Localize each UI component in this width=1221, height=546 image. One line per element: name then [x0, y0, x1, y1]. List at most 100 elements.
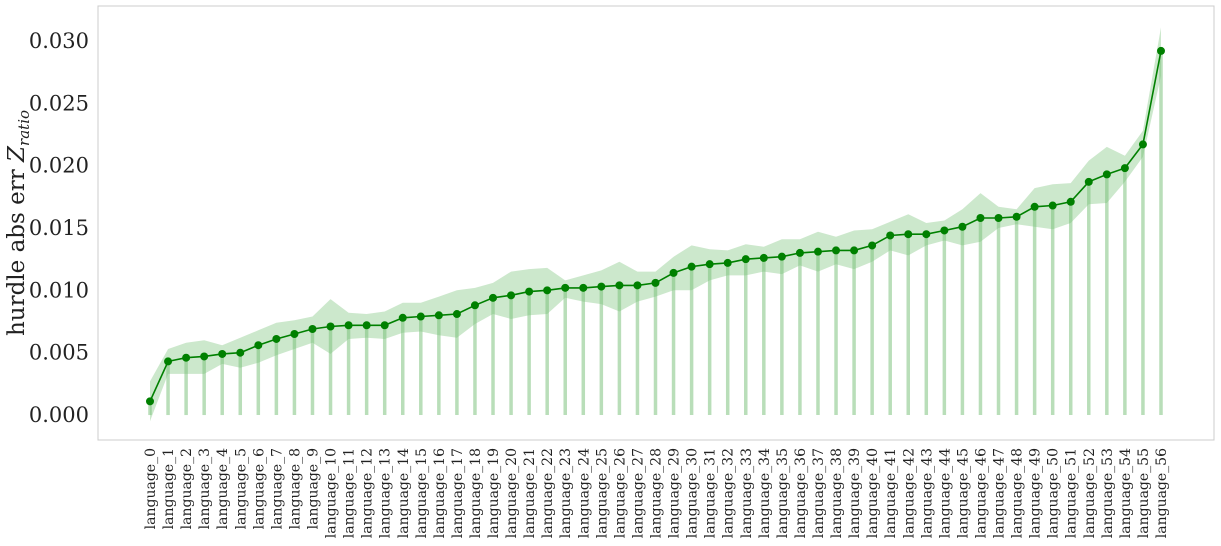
- x-tick-label-14: language_14: [396, 448, 412, 538]
- x-tick-label-16: language_16: [432, 448, 448, 538]
- x-tick-label-11: language_11: [342, 448, 358, 538]
- data-point-28: [651, 278, 660, 287]
- data-point-3: [200, 352, 209, 361]
- x-tick-label-48: language_48: [1010, 448, 1026, 538]
- x-tick-label-26: language_26: [612, 448, 628, 538]
- x-tick-label-6: language_6: [251, 448, 267, 529]
- data-point-4: [218, 349, 227, 358]
- x-tick-label-42: language_42: [901, 448, 917, 538]
- x-tick-label-20: language_20: [504, 448, 520, 538]
- x-tick-label-47: language_47: [992, 448, 1008, 538]
- x-tick-label-34: language_34: [757, 448, 773, 538]
- x-tick-label-4: language_4: [215, 448, 231, 529]
- x-tick-label-51: language_51: [1064, 448, 1080, 538]
- y-tick-label-4: 0.020: [29, 154, 89, 178]
- data-point-5: [236, 348, 245, 357]
- data-point-24: [579, 283, 588, 292]
- data-point-16: [434, 311, 443, 320]
- data-point-39: [850, 246, 859, 255]
- x-tick-label-9: language_9: [305, 448, 321, 529]
- data-point-19: [489, 293, 498, 302]
- data-point-44: [940, 226, 949, 235]
- data-point-56: [1157, 46, 1165, 55]
- data-point-35: [777, 252, 786, 261]
- x-tick-label-29: language_29: [667, 448, 683, 538]
- x-tick-label-8: language_8: [287, 448, 303, 529]
- x-tick-label-0: language_0: [143, 448, 159, 529]
- data-point-31: [705, 260, 714, 269]
- y-axis-label: hurdle abs err Zratio: [4, 110, 33, 336]
- confidence-band: [150, 27, 1161, 422]
- x-tick-label-56: language_56: [1154, 448, 1170, 538]
- data-point-33: [741, 255, 750, 264]
- y-tick-label-2: 0.010: [29, 278, 89, 302]
- data-point-7: [272, 334, 281, 343]
- data-point-15: [416, 312, 425, 321]
- data-point-2: [182, 353, 191, 362]
- data-point-52: [1084, 177, 1093, 186]
- x-tick-label-5: language_5: [233, 448, 249, 529]
- x-tick-label-31: language_31: [703, 448, 719, 538]
- data-point-45: [958, 222, 967, 231]
- x-tick-label-13: language_13: [378, 448, 394, 538]
- x-tick-label-52: language_52: [1082, 448, 1098, 538]
- x-tick-label-7: language_7: [269, 448, 285, 529]
- y-tick-label-6: 0.030: [29, 29, 89, 53]
- data-point-11: [344, 321, 353, 330]
- x-tick-label-25: language_25: [594, 448, 610, 538]
- x-tick-label-21: language_21: [522, 448, 538, 538]
- data-point-47: [994, 214, 1003, 223]
- data-point-46: [976, 214, 985, 223]
- data-point-10: [326, 322, 335, 331]
- x-tick-label-46: language_46: [973, 448, 989, 538]
- data-point-18: [470, 301, 479, 310]
- data-point-53: [1102, 170, 1111, 179]
- x-tick-label-30: language_30: [685, 448, 701, 538]
- x-tick-label-27: language_27: [630, 448, 646, 538]
- data-point-14: [398, 313, 407, 322]
- confidence-band-group: [150, 27, 1161, 422]
- x-tick-label-18: language_18: [468, 448, 484, 538]
- x-tick-label-17: language_17: [450, 448, 466, 538]
- x-tick-label-33: language_33: [739, 448, 755, 538]
- x-tick-label-1: language_1: [161, 448, 177, 529]
- x-tick-label-32: language_32: [721, 448, 737, 538]
- x-tick-label-43: language_43: [919, 448, 935, 538]
- data-point-40: [868, 241, 877, 250]
- x-tick-label-54: language_54: [1118, 448, 1134, 538]
- x-tick-label-37: language_37: [811, 448, 827, 538]
- data-point-9: [308, 325, 317, 334]
- y-tick-labels: 0.000 0.005 0.010 0.015 0.020 0.025 0.030: [29, 29, 89, 427]
- data-point-38: [832, 246, 841, 255]
- data-point-6: [254, 341, 263, 350]
- data-point-26: [615, 281, 624, 290]
- data-point-36: [795, 248, 804, 257]
- data-point-54: [1120, 164, 1129, 173]
- data-point-48: [1012, 212, 1021, 221]
- x-tick-label-35: language_35: [775, 448, 791, 538]
- data-point-29: [669, 268, 678, 277]
- x-tick-label-39: language_39: [847, 448, 863, 538]
- x-tick-label-2: language_2: [179, 448, 195, 529]
- y-tick-label-3: 0.015: [29, 216, 89, 240]
- x-tick-label-19: language_19: [486, 448, 502, 538]
- data-point-17: [452, 310, 461, 319]
- y-axis-label-math: Z: [4, 145, 30, 163]
- data-point-37: [813, 247, 822, 256]
- data-point-34: [759, 253, 768, 262]
- y-tick-label-5: 0.025: [29, 91, 89, 115]
- data-point-21: [525, 287, 534, 296]
- series-points: [146, 46, 1165, 406]
- x-tick-label-53: language_53: [1100, 448, 1116, 538]
- x-tick-label-12: language_12: [360, 448, 376, 538]
- y-tick-label-1: 0.005: [29, 341, 89, 365]
- x-tick-label-22: language_22: [540, 448, 556, 538]
- x-tick-label-45: language_45: [955, 448, 971, 538]
- data-point-55: [1138, 140, 1147, 149]
- data-point-49: [1030, 202, 1039, 211]
- data-point-22: [543, 286, 552, 295]
- plot-frame: [97, 5, 1215, 441]
- data-point-0: [146, 397, 154, 406]
- data-point-1: [164, 357, 173, 366]
